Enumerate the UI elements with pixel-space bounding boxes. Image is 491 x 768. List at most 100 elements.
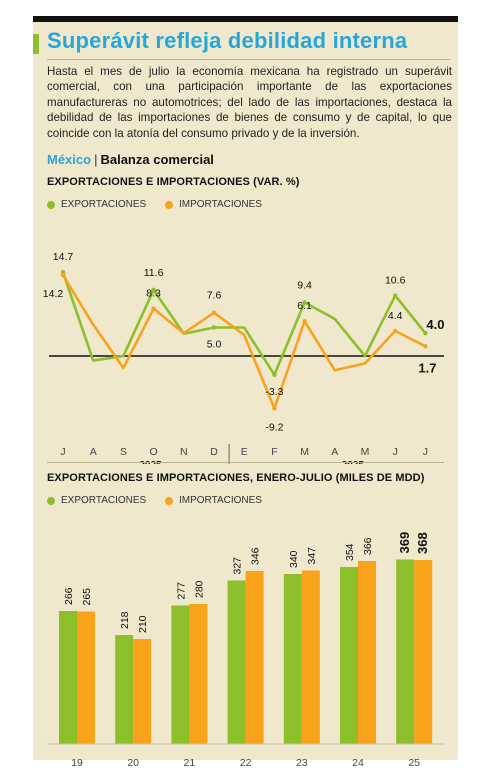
line-chart-legend: EXPORTACIONES IMPORTACIONES [47,199,278,212]
imports-point [60,272,66,278]
exports-point [302,300,307,305]
imports-bar [189,604,208,744]
line-chart-title: EXPORTACIONES E IMPORTACIONES (VAR. %) [47,176,300,188]
x-tick-label: N [180,446,188,458]
bar-value-label: 347 [306,547,318,565]
data-label: 6.1 [297,300,312,312]
page-title: Superávit refleja debilidad interna [47,28,408,53]
exports-line [61,271,427,377]
imports-point [302,319,307,324]
infographic-panel: Superávit refleja debilidad interna Hast… [33,16,458,766]
imports-point [211,310,217,315]
data-label: 14.2 [43,288,64,300]
x-tick-label: J [60,446,65,458]
section-separator: | [94,152,98,167]
legend-label-imports: IMPORTACIONES [179,199,262,210]
legend-label-imports-bars: IMPORTACIONES [179,495,262,506]
data-label: 4.4 [388,310,403,322]
exports-point [393,293,398,298]
x-tick-label: M [300,446,309,458]
data-label: 14.7 [53,251,74,263]
imports-bar [77,611,95,744]
imports-bar [245,571,264,744]
x-tick-label: 22 [240,757,252,766]
imports-line [61,274,426,410]
data-label: 10.6 [385,275,406,287]
bar-chart-title: EXPORTACIONES E IMPORTACIONES, ENERO-JUL… [47,472,425,484]
data-label: 9.4 [297,279,312,291]
imports-bar [414,560,433,744]
x-tick-label: J [423,446,428,458]
exports-bar [283,574,302,744]
x-tick-label: F [271,446,277,458]
data-label: 1.7 [418,360,436,375]
bar-value-label: 218 [119,611,131,629]
x-tick-label: 20 [127,757,139,766]
exports-bar [59,611,77,744]
x-tick-label: 25 [408,757,420,766]
data-label: 11.6 [144,267,164,279]
bar-value-label: 368 [415,532,430,554]
x-tick-label: A [90,446,97,458]
x-tick-label: 19 [71,757,83,766]
legend-item-imports-bars: IMPORTACIONES [165,495,262,506]
exports-dot-icon [47,496,55,505]
data-label: 7.6 [207,290,222,302]
x-tick-label: O [150,446,158,458]
imports-point [393,328,398,334]
imports-bar [301,570,320,744]
x-tick-label: J [393,446,398,458]
bar-value-label: 354 [344,543,356,561]
imports-point [151,306,156,311]
x-tick-label: D [210,446,218,458]
line-chart: 14.7 14.2 11.6 8.3 7.6 5.0 9.4 6.1 -3.3 -9.2 10.6 4… [43,251,444,464]
imports-point [423,344,428,349]
imports-bar [133,639,152,744]
exports-bar [396,559,415,744]
x-tick-label: 24 [352,757,364,766]
bar-value-label: 369 [397,532,412,554]
exports-point [423,331,428,336]
bar-chart: 266 265 19 218 210 20 277 280 21 327 346 22 340 347 23… [47,532,444,766]
legend-label-exports-bars: EXPORTACIONES [61,495,147,506]
imports-point [272,406,277,411]
imports-dot-icon [165,496,173,505]
data-label: -3.3 [265,386,283,398]
bar-chart-legend: EXPORTACIONES IMPORTACIONES [47,495,278,508]
section-country: México [47,152,92,167]
bar-value-label: 277 [175,582,187,600]
section-label: México | Balanza comercial [47,152,214,167]
imports-dot-icon [165,200,173,209]
bar-value-label: 327 [232,557,244,575]
exports-bar [115,635,134,744]
x-tick-label: M [361,446,370,458]
exports-dot-icon [47,200,55,209]
bar-value-label: 340 [288,550,300,568]
bar-value-label: 346 [250,547,262,565]
bar-value-label: 280 [193,580,205,598]
x-tick-label: S [120,446,127,458]
exports-bar [340,567,358,744]
data-label: 4.0 [426,317,444,332]
data-label: 5.0 [207,339,222,351]
title-accent-bar [33,34,39,54]
exports-bar [171,605,190,744]
legend-item-imports: IMPORTACIONES [165,199,262,210]
bar-value-label: 210 [137,615,149,633]
x-tick-label: 23 [296,757,308,766]
chart-divider [47,462,444,463]
bar-value-label: 366 [362,537,374,555]
x-tick-label: E [241,446,248,458]
x-tick-label: A [331,446,338,458]
exports-point [272,372,277,378]
legend-label-exports: EXPORTACIONES [61,199,147,210]
exports-point [211,325,217,330]
imports-bar [358,561,376,744]
bar-value-label: 265 [81,588,93,606]
exports-bar [227,580,246,744]
legend-item-exports: EXPORTACIONES [47,199,146,210]
exports-point [151,287,156,293]
section-name: Balanza comercial [100,152,214,167]
intro-paragraph: Hasta el mes de julio la economía mexica… [47,65,452,140]
x-tick-label: 21 [184,757,196,766]
